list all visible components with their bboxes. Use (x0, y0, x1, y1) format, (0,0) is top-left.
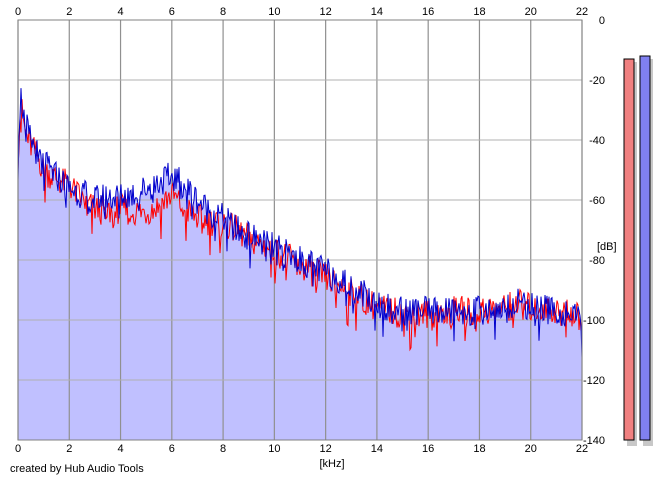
plot-frame (17, 19, 583, 441)
credit-text: created by Hub Audio Tools (10, 463, 144, 475)
grid (17, 19, 583, 441)
spectrum-fill (18, 88, 582, 440)
series-layer (17, 88, 583, 358)
y-tick-label: -140 (583, 435, 605, 447)
x-tick-label-bottom: 8 (220, 443, 226, 455)
x-tick-label-bottom: 4 (117, 443, 123, 455)
x-tick-label-top: 6 (169, 6, 175, 18)
level-meter-bar (639, 55, 651, 441)
x-tick-label-bottom: 14 (371, 443, 383, 455)
level-meters (623, 55, 653, 446)
x-tick-label-bottom: 20 (525, 443, 537, 455)
x-ticks-top: 0 2 4 6 8 10 12 14 16 18 20 22 (15, 6, 588, 18)
x-tick-label-bottom: 2 (66, 443, 72, 455)
x-ticks-bottom: 0 2 4 6 8 10 12 14 16 18 20 22 (15, 443, 588, 455)
x-tick-label-bottom: 16 (422, 443, 434, 455)
x-tick-label-bottom: 0 (15, 443, 21, 455)
x-tick-label-top: 4 (117, 6, 123, 18)
x-tick-label-top: 22 (576, 6, 588, 18)
x-axis-label: [kHz] (319, 458, 344, 470)
y-tick-label: -60 (589, 195, 605, 207)
y-ticks: 0 -20 -40 -60 -80 -100 -120 -140 (583, 15, 605, 447)
x-tick-label-bottom: 6 (169, 443, 175, 455)
x-tick-label-top: 0 (15, 6, 21, 18)
spectrum-area (18, 88, 582, 440)
y-axis-label: [dB] (597, 241, 617, 253)
series-line (17, 99, 583, 352)
y-tick-label: 0 (599, 15, 605, 27)
y-tick-label: -120 (583, 375, 605, 387)
x-tick-label-top: 16 (422, 6, 434, 18)
x-tick-label-top: 8 (220, 6, 226, 18)
x-tick-label-top: 18 (473, 6, 485, 18)
y-tick-label: -20 (589, 75, 605, 87)
x-tick-label-top: 12 (320, 6, 332, 18)
x-tick-label-top: 10 (268, 6, 280, 18)
y-tick-label: -40 (589, 135, 605, 147)
x-tick-label-bottom: 12 (320, 443, 332, 455)
level-meter-bar (623, 58, 635, 441)
x-tick-label-top: 14 (371, 6, 383, 18)
x-tick-label-bottom: 10 (268, 443, 280, 455)
y-tick-label: -100 (583, 315, 605, 327)
x-tick-label-bottom: 18 (473, 443, 485, 455)
x-tick-label-bottom: 22 (576, 443, 588, 455)
y-tick-label: -80 (589, 255, 605, 267)
x-tick-label-top: 20 (525, 6, 537, 18)
x-tick-label-top: 2 (66, 6, 72, 18)
series-line (17, 88, 583, 358)
